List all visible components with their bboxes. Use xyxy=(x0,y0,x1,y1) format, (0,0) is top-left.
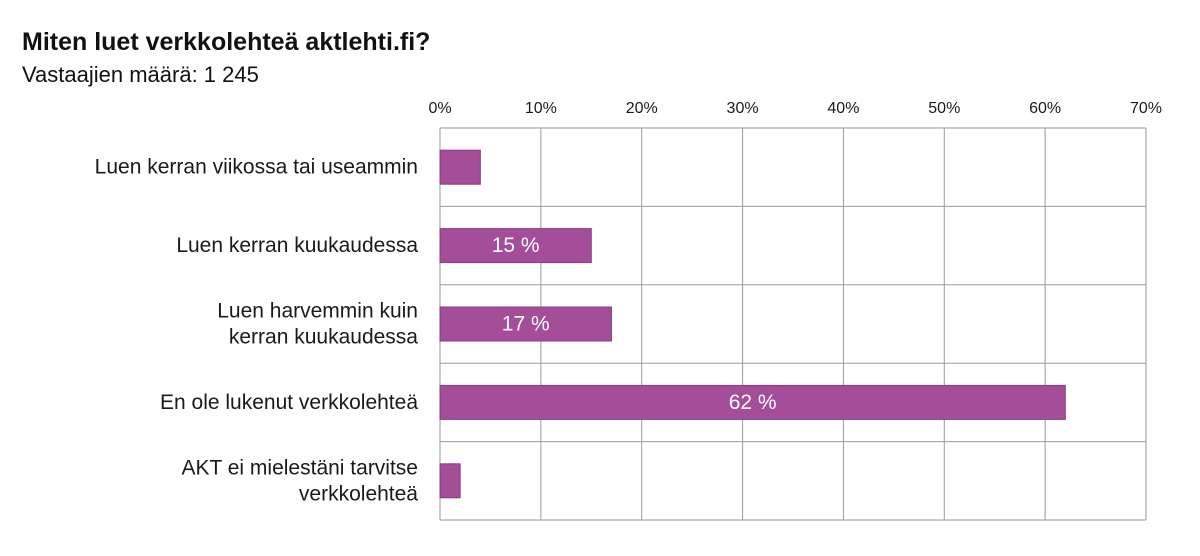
x-tick-label: 30% xyxy=(727,100,759,117)
bar xyxy=(439,306,612,342)
chart-title: Miten luet verkkolehteä aktlehti.fi? xyxy=(22,28,431,56)
category-label: Luen kerran viikossa tai useammin xyxy=(95,156,418,179)
bar xyxy=(439,149,481,185)
x-tick-label: 50% xyxy=(928,100,960,117)
chart-subtitle: Vastaajien määrä: 1 245 xyxy=(22,62,259,87)
bar-value-label: 15 % xyxy=(492,234,540,257)
x-tick-label: 40% xyxy=(827,100,859,117)
x-tick-label: 70% xyxy=(1130,100,1162,117)
x-tick-label: 10% xyxy=(525,100,557,117)
category-label: kerran kuukaudessa xyxy=(229,326,418,349)
category-label: verkkolehteä xyxy=(299,482,418,505)
category-label: Luen kerran kuukaudessa xyxy=(176,234,418,257)
category-label: En ole lukenut verkkolehteä xyxy=(160,391,418,414)
category-label: Luen harvemmin kuin xyxy=(217,300,418,323)
category-label: AKT ei mielestäni tarvitse xyxy=(181,456,418,479)
x-tick-label: 0% xyxy=(428,100,451,117)
bar xyxy=(439,463,461,499)
x-tick-label: 60% xyxy=(1029,100,1061,117)
x-tick-label: 20% xyxy=(626,100,658,117)
bar xyxy=(439,228,592,264)
bar-value-label: 62 % xyxy=(729,391,777,414)
bar-value-label: 17 % xyxy=(502,313,550,336)
bar xyxy=(439,384,1066,420)
